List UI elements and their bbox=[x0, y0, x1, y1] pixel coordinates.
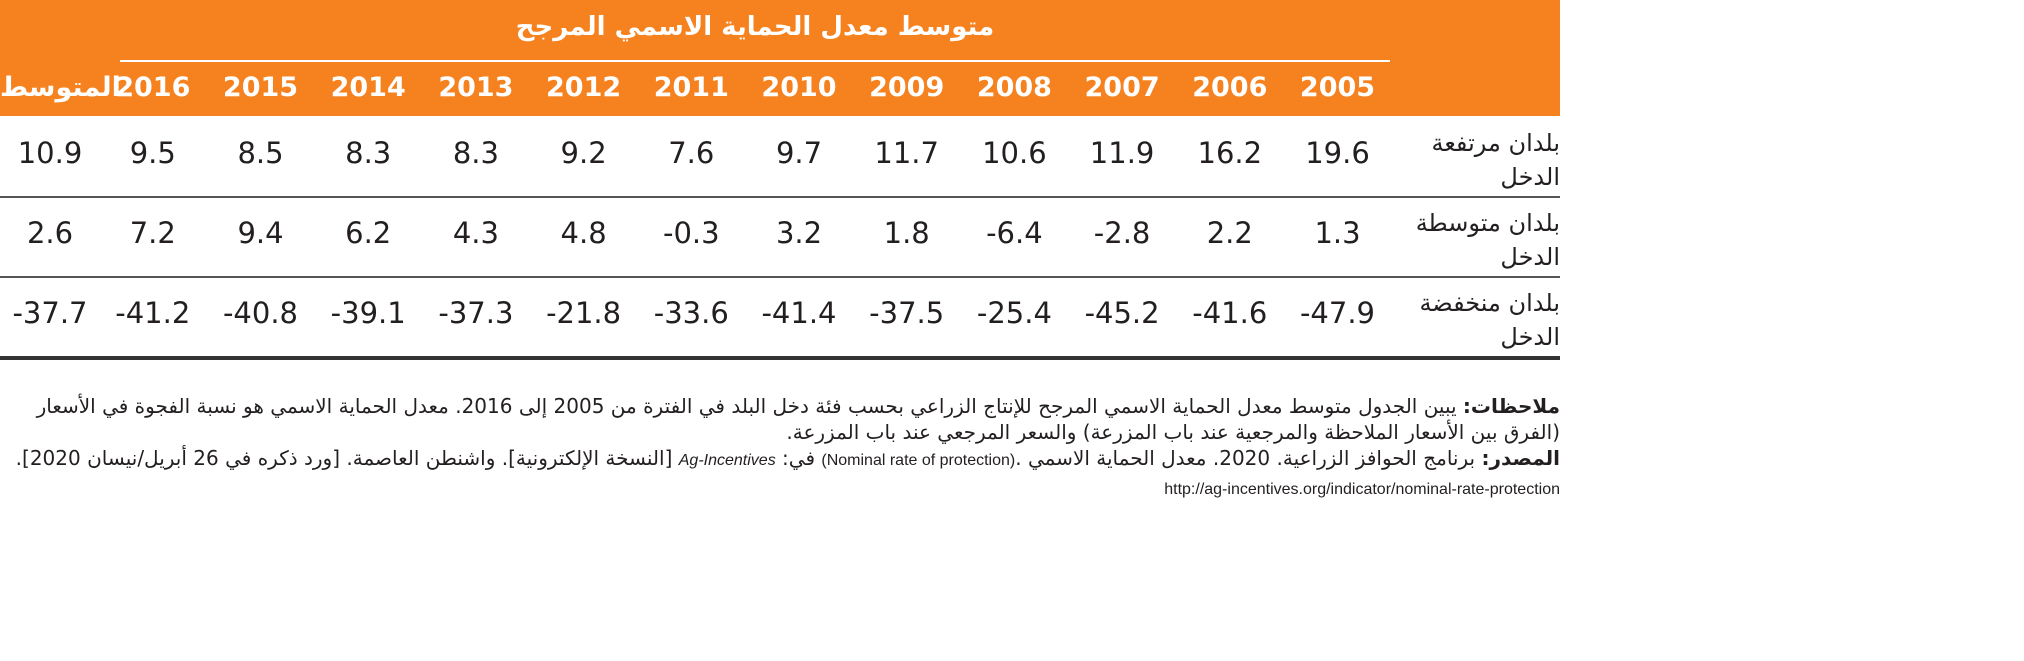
table-title: متوسط معدل الحماية الاسمي المرجح bbox=[515, 12, 995, 42]
table-cell: 11.7 bbox=[874, 136, 939, 170]
table-cell: -25.4 bbox=[976, 296, 1052, 330]
column-header: 2011 bbox=[653, 72, 729, 103]
table-cell: -37.3 bbox=[438, 296, 514, 330]
table-cell: -21.8 bbox=[546, 296, 622, 330]
table-cell: -40.8 bbox=[222, 296, 299, 330]
table-cell: -41.6 bbox=[1192, 296, 1268, 330]
table-cell: -37.7 bbox=[12, 296, 88, 330]
column-header: 2007 bbox=[1084, 72, 1160, 103]
column-header: المتوسط bbox=[0, 72, 121, 103]
table-cell: 9.7 bbox=[775, 136, 823, 170]
table-cell: 9.4 bbox=[237, 216, 284, 250]
table-cell: 4.3 bbox=[452, 216, 499, 250]
row-label: بلدان منخفضة الدخل bbox=[1419, 289, 1560, 351]
source-text: في: bbox=[775, 446, 822, 470]
table-cell: 9.2 bbox=[560, 136, 607, 170]
notes-label: ملاحظات: bbox=[1462, 394, 1560, 418]
table-cell: -47.9 bbox=[1299, 296, 1376, 330]
notes-text: يبين الجدول متوسط معدل الحماية الاسمي ال… bbox=[36, 394, 1560, 444]
table-cell: 9.5 bbox=[129, 136, 176, 170]
table-cell: -33.6 bbox=[653, 296, 729, 330]
column-header: 2010 bbox=[761, 72, 837, 103]
title-underline bbox=[120, 60, 1390, 62]
table-cell: 6.2 bbox=[345, 216, 392, 250]
source-publication: Ag-Incentives bbox=[678, 452, 776, 469]
source-url[interactable]: http://ag-incentives.org/indicator/nomin… bbox=[1164, 481, 1560, 498]
table-cell: -39.1 bbox=[330, 296, 406, 330]
table-cell: 16.2 bbox=[1197, 136, 1263, 170]
table-cell: -45.2 bbox=[1084, 296, 1160, 330]
table-cell: -41.2 bbox=[115, 296, 191, 330]
source-english-title: (Nominal rate of protection) bbox=[821, 452, 1016, 469]
column-header: 2006 bbox=[1192, 72, 1268, 103]
column-header: 2014 bbox=[330, 72, 406, 103]
table-cell: 8.5 bbox=[237, 136, 284, 170]
table-cell: -6.4 bbox=[986, 216, 1043, 250]
table-cell: 3.2 bbox=[775, 216, 823, 250]
table-row: بلدان منخفضة الدخل -47.9 -41.6 -45.2 -25.4 -3… bbox=[0, 276, 1560, 360]
column-header: 2013 bbox=[438, 72, 514, 103]
column-header: 2015 bbox=[222, 72, 299, 103]
table-row: بلدان مرتفعة الدخل 19.6 16.2 11.9 10.6 11.7 9.… bbox=[0, 116, 1560, 198]
column-header: 2005 bbox=[1299, 72, 1376, 103]
table-cell: 8.3 bbox=[452, 136, 499, 170]
table-cell: 19.6 bbox=[1305, 136, 1370, 170]
table-cell: 7.6 bbox=[668, 136, 715, 170]
table-cell: 1.3 bbox=[1314, 216, 1361, 250]
column-header: 2016 bbox=[115, 72, 191, 103]
table-cell: 2.6 bbox=[26, 216, 74, 250]
source-text: [النسخة الإلكترونية]. واشنطن العاصمة. [و… bbox=[15, 446, 679, 470]
column-header: 2012 bbox=[546, 72, 622, 103]
source-text: برنامج الحوافز الزراعية. 2020. معدل الحم… bbox=[1015, 446, 1482, 470]
row-label: بلدان متوسطة الدخل bbox=[1415, 209, 1560, 271]
table-cell: -2.8 bbox=[1093, 216, 1151, 250]
notes: ملاحظات: يبين الجدول متوسط معدل الحماية … bbox=[14, 393, 1560, 503]
table-cell: 7.2 bbox=[129, 216, 176, 250]
table-cell: 2.2 bbox=[1206, 216, 1253, 250]
table-row: بلدان متوسطة الدخل 1.3 2.2 -2.8 -6.4 1.8 3.2 -0… bbox=[0, 196, 1560, 278]
table-cell: 10.6 bbox=[982, 136, 1047, 170]
table-cell: 8.3 bbox=[345, 136, 392, 170]
table-cell: 4.8 bbox=[560, 216, 607, 250]
table-cell: -37.5 bbox=[869, 296, 945, 330]
table-cell: 11.9 bbox=[1089, 136, 1155, 170]
source-label: المصدر: bbox=[1481, 446, 1560, 470]
table-header: متوسط معدل الحماية الاسمي المرجح 2005 200… bbox=[0, 0, 1560, 116]
table-cell: -0.3 bbox=[663, 216, 720, 250]
column-header: 2008 bbox=[976, 72, 1052, 103]
table-cell: 1.8 bbox=[883, 216, 930, 250]
table-cell: 10.9 bbox=[17, 136, 83, 170]
row-label: بلدان مرتفعة الدخل bbox=[1431, 129, 1560, 191]
column-header: 2009 bbox=[869, 72, 945, 103]
table-cell: -41.4 bbox=[761, 296, 837, 330]
